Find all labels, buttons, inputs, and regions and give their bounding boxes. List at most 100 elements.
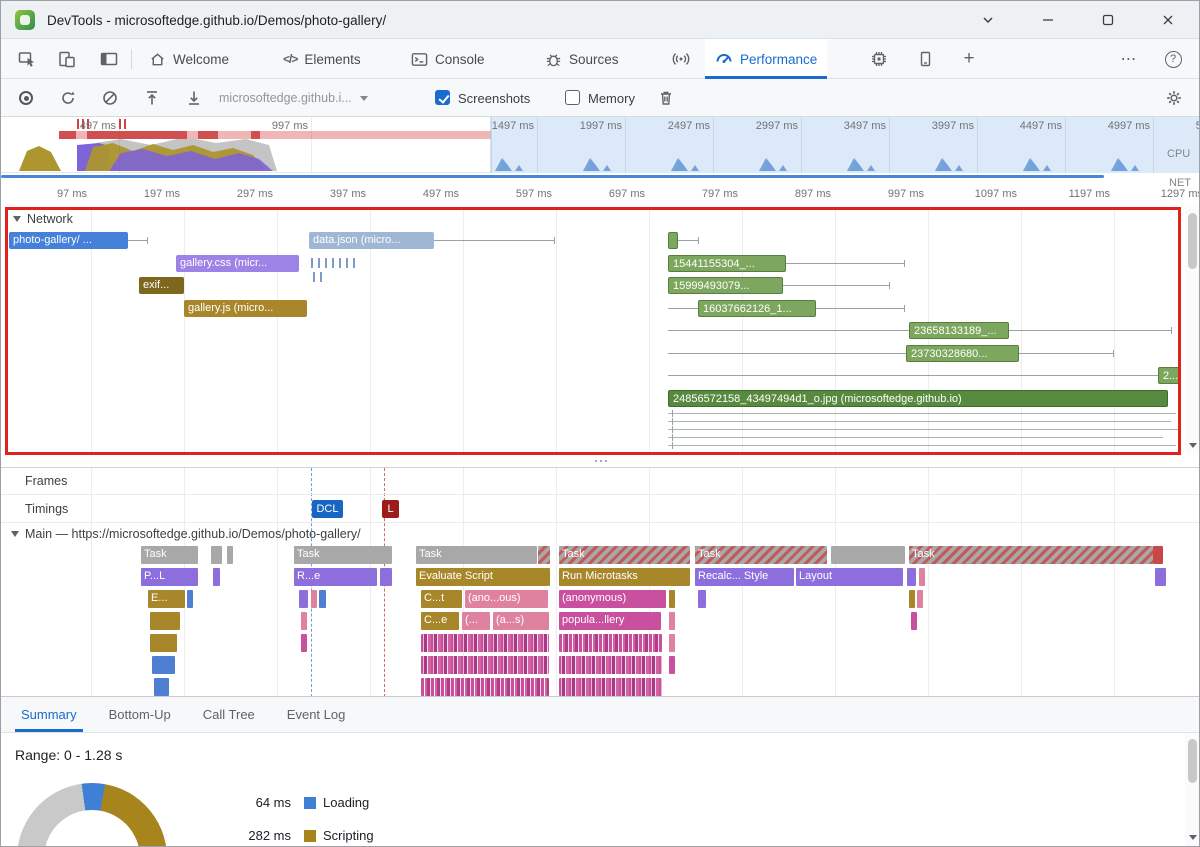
timings-row[interactable]: Timings DCL L: [1, 495, 1199, 523]
more-options-button[interactable]: ⋯: [1113, 44, 1145, 74]
trash-button[interactable]: [651, 83, 681, 113]
clear-button[interactable]: [95, 83, 125, 113]
flame-bar[interactable]: [150, 634, 177, 652]
flame-bar[interactable]: [187, 590, 193, 608]
flame-bar[interactable]: (ano...ous): [465, 590, 548, 608]
flame-bar[interactable]: (anonymous): [559, 590, 666, 608]
flame-bar[interactable]: Task: [416, 546, 537, 564]
flame-bar[interactable]: Task: [695, 546, 827, 564]
network-mini-request[interactable]: [311, 258, 313, 268]
scroll-down-button[interactable]: [1185, 438, 1199, 453]
save-profile-button[interactable]: [179, 83, 209, 113]
pane-resize-handle[interactable]: [1, 456, 1199, 466]
flame-bar[interactable]: Task: [909, 546, 1153, 564]
tab-call-tree[interactable]: Call Tree: [187, 697, 271, 732]
network-scrollbar[interactable]: [1185, 207, 1199, 455]
tab-welcome[interactable]: Welcome: [139, 39, 239, 79]
network-request[interactable]: 2...: [1158, 367, 1178, 384]
flame-bar[interactable]: [311, 590, 317, 608]
flame-bar[interactable]: Task: [294, 546, 392, 564]
panel-layout-button[interactable]: [93, 44, 125, 74]
flame-bar[interactable]: Layout: [796, 568, 903, 586]
flame-bar[interactable]: Run Microtasks: [559, 568, 690, 586]
flame-bar[interactable]: [213, 568, 220, 586]
network-mini-request[interactable]: [353, 258, 355, 268]
tab-elements[interactable]: </> Elements: [273, 39, 371, 79]
flame-bar[interactable]: C...t: [421, 590, 462, 608]
flame-bar[interactable]: [150, 612, 180, 630]
network-signal-icon[interactable]: [665, 44, 697, 74]
flame-bar[interactable]: (a...s): [493, 612, 549, 630]
flame-bar[interactable]: [299, 590, 308, 608]
minimize-button[interactable]: [1024, 1, 1072, 39]
timing-marker-l[interactable]: L: [382, 500, 399, 518]
profile-select[interactable]: microsoftedge.github.i...: [213, 86, 421, 110]
load-profile-button[interactable]: [137, 83, 167, 113]
flame-bar[interactable]: [421, 656, 549, 674]
flame-bar[interactable]: [559, 634, 662, 652]
tab-console[interactable]: Console: [401, 39, 495, 79]
maximize-button[interactable]: [1084, 1, 1132, 39]
flame-bar[interactable]: R...e: [294, 568, 377, 586]
flame-bar[interactable]: [319, 590, 326, 608]
device-toolbar-icon[interactable]: [909, 44, 941, 74]
scrollbar-thumb[interactable]: [1188, 739, 1197, 783]
cpu-chip-icon[interactable]: [863, 44, 895, 74]
tab-summary[interactable]: Summary: [5, 697, 93, 732]
network-mini-request[interactable]: [320, 272, 322, 282]
flame-bar[interactable]: [1153, 546, 1163, 564]
flame-bar[interactable]: [669, 656, 675, 674]
network-request[interactable]: photo-gallery/ ...: [9, 232, 128, 249]
add-tab-button[interactable]: +: [953, 44, 985, 74]
flame-bar[interactable]: Evaluate Script: [416, 568, 550, 586]
scroll-down-button[interactable]: [1185, 830, 1199, 845]
network-request[interactable]: 15999493079...: [668, 277, 783, 294]
network-request[interactable]: 23658133189_...: [909, 322, 1009, 339]
network-request[interactable]: gallery.css (micr...: [176, 255, 299, 272]
network-mini-request[interactable]: [332, 258, 334, 268]
tab-performance[interactable]: Performance: [705, 39, 828, 79]
flame-bar[interactable]: [1155, 568, 1166, 586]
network-request[interactable]: 16037662126_1...: [698, 300, 816, 317]
memory-checkbox[interactable]: [565, 90, 580, 105]
timeline-overview-minimap[interactable]: CPU 497 ms 997 ms 1497 ms 1997 ms 2497 ms 299…: [1, 117, 1199, 173]
flame-bar[interactable]: [559, 678, 662, 696]
scrollbar-thumb[interactable]: [1188, 213, 1197, 269]
flame-bar[interactable]: [301, 612, 307, 630]
network-mini-request[interactable]: [313, 272, 315, 282]
network-request[interactable]: exif...: [139, 277, 184, 294]
network-request[interactable]: 24856572158_43497494d1_o.jpg (microsofte…: [668, 390, 1168, 407]
flame-bar[interactable]: [907, 568, 916, 586]
flame-bar[interactable]: [831, 546, 905, 564]
frames-row[interactable]: Frames: [1, 468, 1199, 495]
main-thread-header[interactable]: Main — https://microsoftedge.github.io/D…: [1, 523, 1199, 544]
flame-bar[interactable]: (...: [462, 612, 490, 630]
network-request[interactable]: gallery.js (micro...: [184, 300, 307, 317]
flame-bar[interactable]: [917, 590, 923, 608]
network-mini-request[interactable]: [346, 258, 348, 268]
network-mini-request[interactable]: [325, 258, 327, 268]
flame-bar[interactable]: [669, 590, 675, 608]
flame-bar[interactable]: P...L: [141, 568, 198, 586]
flame-bar[interactable]: [301, 634, 307, 652]
help-button[interactable]: ?: [1157, 44, 1189, 74]
network-mini-request[interactable]: [318, 258, 320, 268]
flame-bar[interactable]: [421, 634, 549, 652]
flame-bar[interactable]: C...e: [421, 612, 459, 630]
flame-bar[interactable]: [911, 612, 917, 630]
tab-bottom-up[interactable]: Bottom-Up: [93, 697, 187, 732]
flame-bar[interactable]: E...: [148, 590, 185, 608]
flame-bar[interactable]: [919, 568, 925, 586]
flame-bar[interactable]: [154, 678, 169, 696]
chevron-down-icon[interactable]: [964, 1, 1012, 39]
network-mini-request[interactable]: [339, 258, 341, 268]
tab-event-log[interactable]: Event Log: [271, 697, 362, 732]
tab-sources[interactable]: Sources: [535, 39, 629, 79]
flame-bar[interactable]: Task: [559, 546, 690, 564]
flame-bar[interactable]: [559, 656, 662, 674]
inspect-element-button[interactable]: [11, 44, 43, 74]
summary-scrollbar[interactable]: [1185, 733, 1199, 846]
network-request[interactable]: 15441155304_...: [668, 255, 786, 272]
device-emulation-button[interactable]: [51, 44, 83, 74]
network-request[interactable]: [668, 232, 678, 249]
